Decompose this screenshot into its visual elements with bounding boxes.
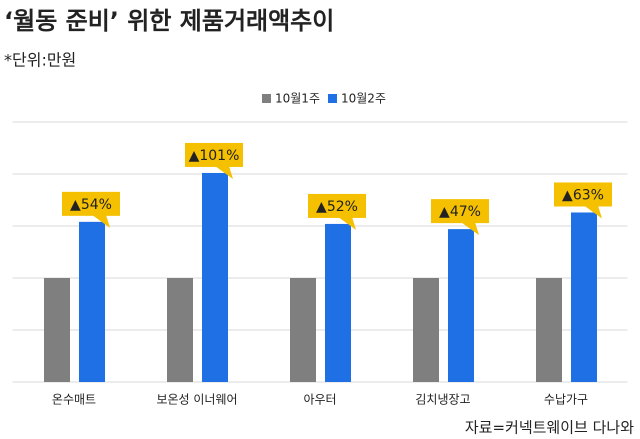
bar xyxy=(290,278,316,382)
callout-label: ▲47% xyxy=(439,204,481,220)
bar xyxy=(167,278,193,382)
x-tick-label: 김치냉장고 xyxy=(415,393,470,407)
callout-box xyxy=(308,193,366,218)
callout-box xyxy=(62,191,120,216)
x-tick-label: 온수매트 xyxy=(52,393,96,407)
x-tick-label: 보온성 이너웨어 xyxy=(156,393,237,407)
legend-swatch xyxy=(262,94,271,103)
callout-box xyxy=(431,199,489,224)
chart-subtitle: *단위:만원 xyxy=(4,51,76,70)
callout-tail xyxy=(584,205,602,219)
callout-box xyxy=(185,142,243,167)
callout-label: ▲54% xyxy=(70,197,112,213)
x-tick-label: 아우터 xyxy=(303,393,336,407)
bar xyxy=(571,212,597,382)
bar xyxy=(325,223,351,382)
callout-tail xyxy=(92,214,110,228)
legend-swatch xyxy=(328,94,337,103)
bar xyxy=(79,221,105,382)
bar xyxy=(44,278,70,382)
callout-tail xyxy=(215,165,233,179)
callout-label: ▲52% xyxy=(316,199,358,215)
source: 자료=커넥트웨이브 다나와 xyxy=(465,419,634,437)
legend-label: 10월2주 xyxy=(341,92,386,106)
callout-tail xyxy=(338,216,356,230)
chart-title: ‘월동 준비’ 위한 제품거래액추이 xyxy=(4,7,334,35)
bar xyxy=(202,172,228,382)
callout-label: ▲101% xyxy=(189,148,240,164)
legend-label: 10월1주 xyxy=(275,92,320,106)
callout-label: ▲63% xyxy=(562,187,604,203)
bar xyxy=(413,278,439,382)
x-tick-label: 수납가구 xyxy=(544,393,588,407)
bar xyxy=(536,278,562,382)
callout-tail xyxy=(461,222,479,236)
callout-box xyxy=(554,182,612,207)
bar xyxy=(448,229,474,382)
